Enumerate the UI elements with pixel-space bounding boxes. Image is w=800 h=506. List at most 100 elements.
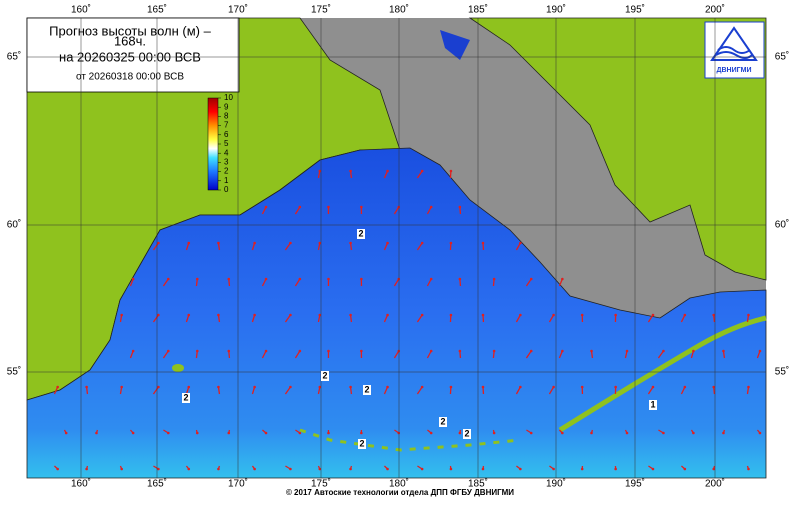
lon-label: 200˚	[705, 4, 725, 16]
lon-label: 200˚	[705, 478, 725, 490]
wave-arrow-head	[120, 314, 123, 317]
wave-arrow-head	[360, 278, 363, 281]
wave-arrow-head	[662, 350, 665, 353]
wave-arrow-head	[265, 206, 268, 209]
lat-label: 60˚	[775, 219, 789, 231]
wave-arrow-head	[386, 242, 389, 245]
wave-arrow-head	[132, 350, 135, 353]
wave-arrow-head	[421, 468, 424, 471]
wave-arrow-head	[397, 350, 400, 353]
wave-arrow-head	[56, 468, 59, 471]
wave-arrow-head	[120, 468, 123, 471]
lon-label: 175˚	[311, 4, 331, 16]
wave-arrow-head	[519, 386, 522, 389]
wave-arrow-head	[327, 278, 330, 281]
wave-arrow-head	[319, 170, 322, 173]
wave-arrow-head	[289, 386, 292, 389]
wave-arrow-head	[85, 468, 88, 471]
wave-arrow-head	[327, 432, 330, 435]
wave-arrow-head	[614, 468, 617, 471]
wave-arrow-head	[56, 386, 59, 389]
wave-arrow-head	[349, 242, 352, 245]
colorbar-label: 2	[224, 167, 229, 176]
wave-arrow-head	[289, 468, 292, 471]
wave-arrow-head	[95, 432, 98, 435]
wave-arrow-head	[747, 314, 750, 317]
wave-arrow-head	[530, 432, 533, 435]
colorbar-label: 5	[224, 139, 229, 148]
colorbar-label: 3	[224, 158, 229, 167]
wave-arrow-head	[253, 468, 256, 471]
wave-arrow-head	[459, 350, 462, 353]
wave-arrow-head	[652, 386, 655, 389]
wave-arrow-head	[187, 468, 190, 471]
wave-arrow-head	[227, 432, 230, 435]
lon-label: 160˚	[71, 4, 91, 16]
wave-arrow-head	[397, 432, 400, 435]
wave-arrow-head	[482, 468, 485, 471]
wave-arrow-head	[157, 386, 160, 389]
lon-label: 170˚	[228, 4, 248, 16]
colorbar-label: 7	[224, 121, 229, 130]
wave-arrow-head	[493, 350, 496, 353]
contour-label: 2	[364, 384, 369, 394]
wave-arrow-head	[684, 468, 687, 471]
lat-label: 65˚	[775, 51, 789, 63]
wave-arrow-head	[319, 242, 322, 245]
wave-arrow-head	[187, 242, 190, 245]
wave-arrow-head	[196, 350, 199, 353]
wave-arrow-head	[187, 386, 190, 389]
wave-arrow-head	[482, 242, 485, 245]
colorbar-label: 1	[224, 176, 229, 185]
wave-arrow-head	[187, 314, 190, 317]
wave-arrow-head	[327, 350, 330, 353]
wave-arrow-head	[652, 468, 655, 471]
logo-text: ДВНИГМИ	[717, 67, 752, 74]
wave-arrow-head	[519, 242, 522, 245]
wave-arrow-head	[421, 314, 424, 317]
wave-arrow-head	[482, 386, 485, 389]
lat-label: 55˚	[775, 366, 789, 378]
wave-arrow-head	[253, 386, 256, 389]
colorbar	[208, 98, 218, 190]
wave-arrow-head	[196, 278, 199, 281]
wave-arrow-head	[450, 242, 453, 245]
wave-arrow-head	[349, 386, 352, 389]
lat-label: 60˚	[7, 219, 21, 231]
wave-arrow-head	[265, 350, 268, 353]
wave-arrow-head	[132, 278, 135, 281]
wave-arrow-head	[265, 432, 268, 435]
wave-arrow-head	[386, 170, 389, 173]
wave-arrow-head	[360, 206, 363, 209]
lon-label: 190˚	[546, 478, 566, 490]
wave-arrow-head	[581, 468, 584, 471]
wave-arrow-head	[253, 314, 256, 317]
wave-arrow-head	[299, 432, 302, 435]
wave-arrow-head	[65, 432, 68, 435]
wave-arrow-head	[519, 468, 522, 471]
wave-arrow-head	[299, 278, 302, 281]
wave-arrow-head	[217, 468, 220, 471]
wave-arrow-head	[227, 350, 230, 353]
wave-arrow-head	[581, 386, 584, 389]
lon-label: 190˚	[546, 4, 566, 16]
wave-arrow-head	[552, 314, 555, 317]
lon-label: 195˚	[625, 478, 645, 490]
wave-arrow-head	[590, 432, 593, 435]
wave-arrow-head	[493, 278, 496, 281]
colorbar-label: 9	[224, 102, 229, 111]
contour-label: 2	[358, 228, 363, 238]
contour-label: 2	[183, 392, 188, 402]
lon-label: 185˚	[468, 478, 488, 490]
wave-arrow-head	[299, 206, 302, 209]
wave-arrow-head	[349, 468, 352, 471]
wave-arrow-head	[386, 386, 389, 389]
wave-arrow-head	[759, 350, 762, 353]
wave-arrow-head	[167, 278, 170, 281]
wave-arrow-head	[265, 278, 268, 281]
wave-arrow-head	[430, 278, 433, 281]
wave-arrow-head	[167, 432, 170, 435]
wave-arrow-head	[421, 386, 424, 389]
wave-arrow-head	[227, 278, 230, 281]
title: 168ч.	[114, 33, 146, 48]
